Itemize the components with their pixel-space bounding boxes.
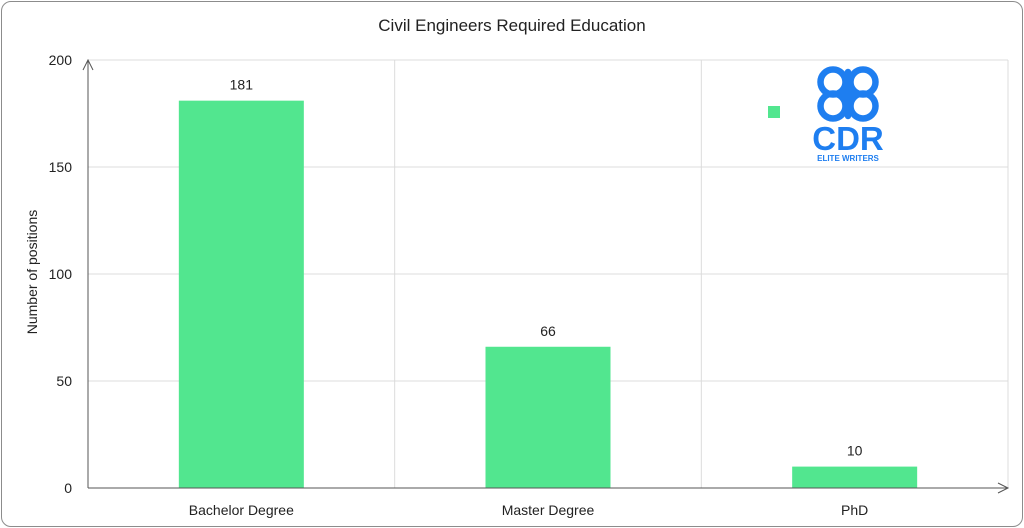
legend-marker xyxy=(768,106,780,118)
y-tick-label: 150 xyxy=(49,159,73,175)
y-tick-label: 0 xyxy=(64,480,72,496)
cdr-logo: CDR ELITE WRITERS xyxy=(812,66,884,163)
y-axis-label: Number of positions xyxy=(24,210,40,335)
chart-title: Civil Engineers Required Education xyxy=(378,16,645,35)
x-tick-label: Bachelor Degree xyxy=(189,502,294,518)
x-tick-label: PhD xyxy=(841,502,868,518)
x-axis-arrow xyxy=(997,482,1010,494)
y-tick-label: 50 xyxy=(56,373,72,389)
data-label: 181 xyxy=(230,77,254,93)
y-tick-label: 100 xyxy=(49,266,73,282)
bar xyxy=(178,100,304,488)
bar xyxy=(792,466,918,488)
axes-layer: 0 50 100 150 200 Bachelor Degree Master Degree… xyxy=(49,52,1010,518)
y-axis-arrow xyxy=(82,58,94,71)
logo-subtext: ELITE WRITERS xyxy=(817,154,879,163)
bars-layer: 181 66 10 xyxy=(178,77,918,488)
logo-text: CDR xyxy=(812,120,884,157)
cdr-knot-icon xyxy=(817,66,879,122)
y-tick-label: 200 xyxy=(49,52,73,68)
data-label: 10 xyxy=(847,443,863,459)
legend-swatch xyxy=(768,106,780,118)
x-tick-label: Master Degree xyxy=(502,502,595,518)
data-label: 66 xyxy=(540,323,556,339)
bar xyxy=(485,346,611,488)
